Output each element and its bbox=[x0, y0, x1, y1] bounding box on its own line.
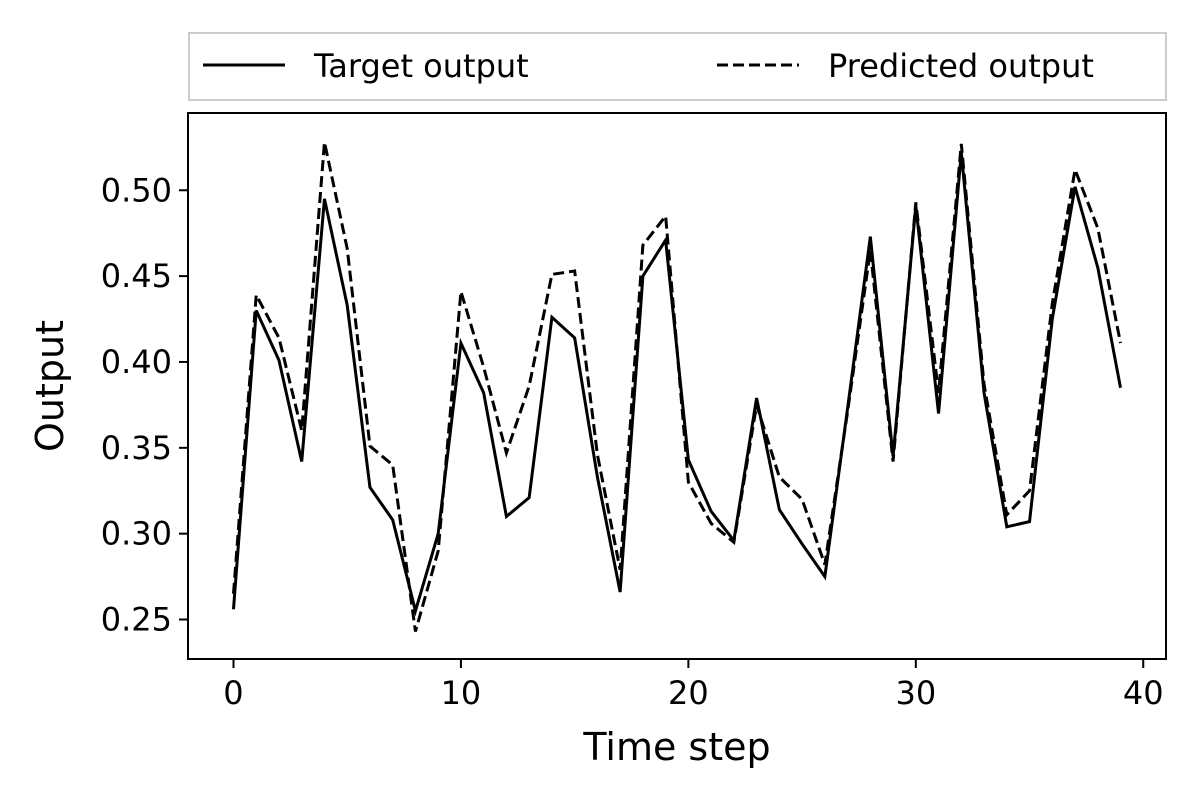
plot-frame bbox=[187, 112, 1167, 660]
y-tick-label: 0.45 bbox=[101, 257, 172, 295]
series-layer bbox=[231, 141, 1122, 632]
x-tick-label: 0 bbox=[223, 674, 243, 712]
series-line-predicted bbox=[231, 141, 1122, 632]
x-tick-label: 40 bbox=[1123, 674, 1164, 712]
y-tick-label: 0.25 bbox=[101, 601, 172, 639]
legend-label-predicted: Predicted output bbox=[828, 47, 1094, 85]
x-axis-label: Time step bbox=[582, 725, 770, 769]
y-tick-label: 0.50 bbox=[101, 171, 172, 209]
x-tick-label: 30 bbox=[895, 674, 936, 712]
y-axis-label: Output bbox=[28, 320, 72, 452]
x-tick-label: 10 bbox=[441, 674, 482, 712]
series-line-target bbox=[231, 152, 1122, 617]
y-tick-label: 0.35 bbox=[101, 429, 172, 467]
legend-label-target: Target output bbox=[313, 47, 529, 85]
legend-frame bbox=[188, 32, 1167, 101]
x-axis-ticks: 0 10 20 30 40 bbox=[223, 659, 1164, 712]
y-tick-label: 0.40 bbox=[101, 343, 172, 381]
y-tick-label: 0.30 bbox=[101, 515, 172, 553]
y-axis-ticks: 0.25 0.30 0.35 0.40 0.45 0.50 bbox=[101, 171, 188, 639]
legend: Target output Predicted output bbox=[188, 32, 1167, 101]
x-tick-label: 20 bbox=[668, 674, 709, 712]
